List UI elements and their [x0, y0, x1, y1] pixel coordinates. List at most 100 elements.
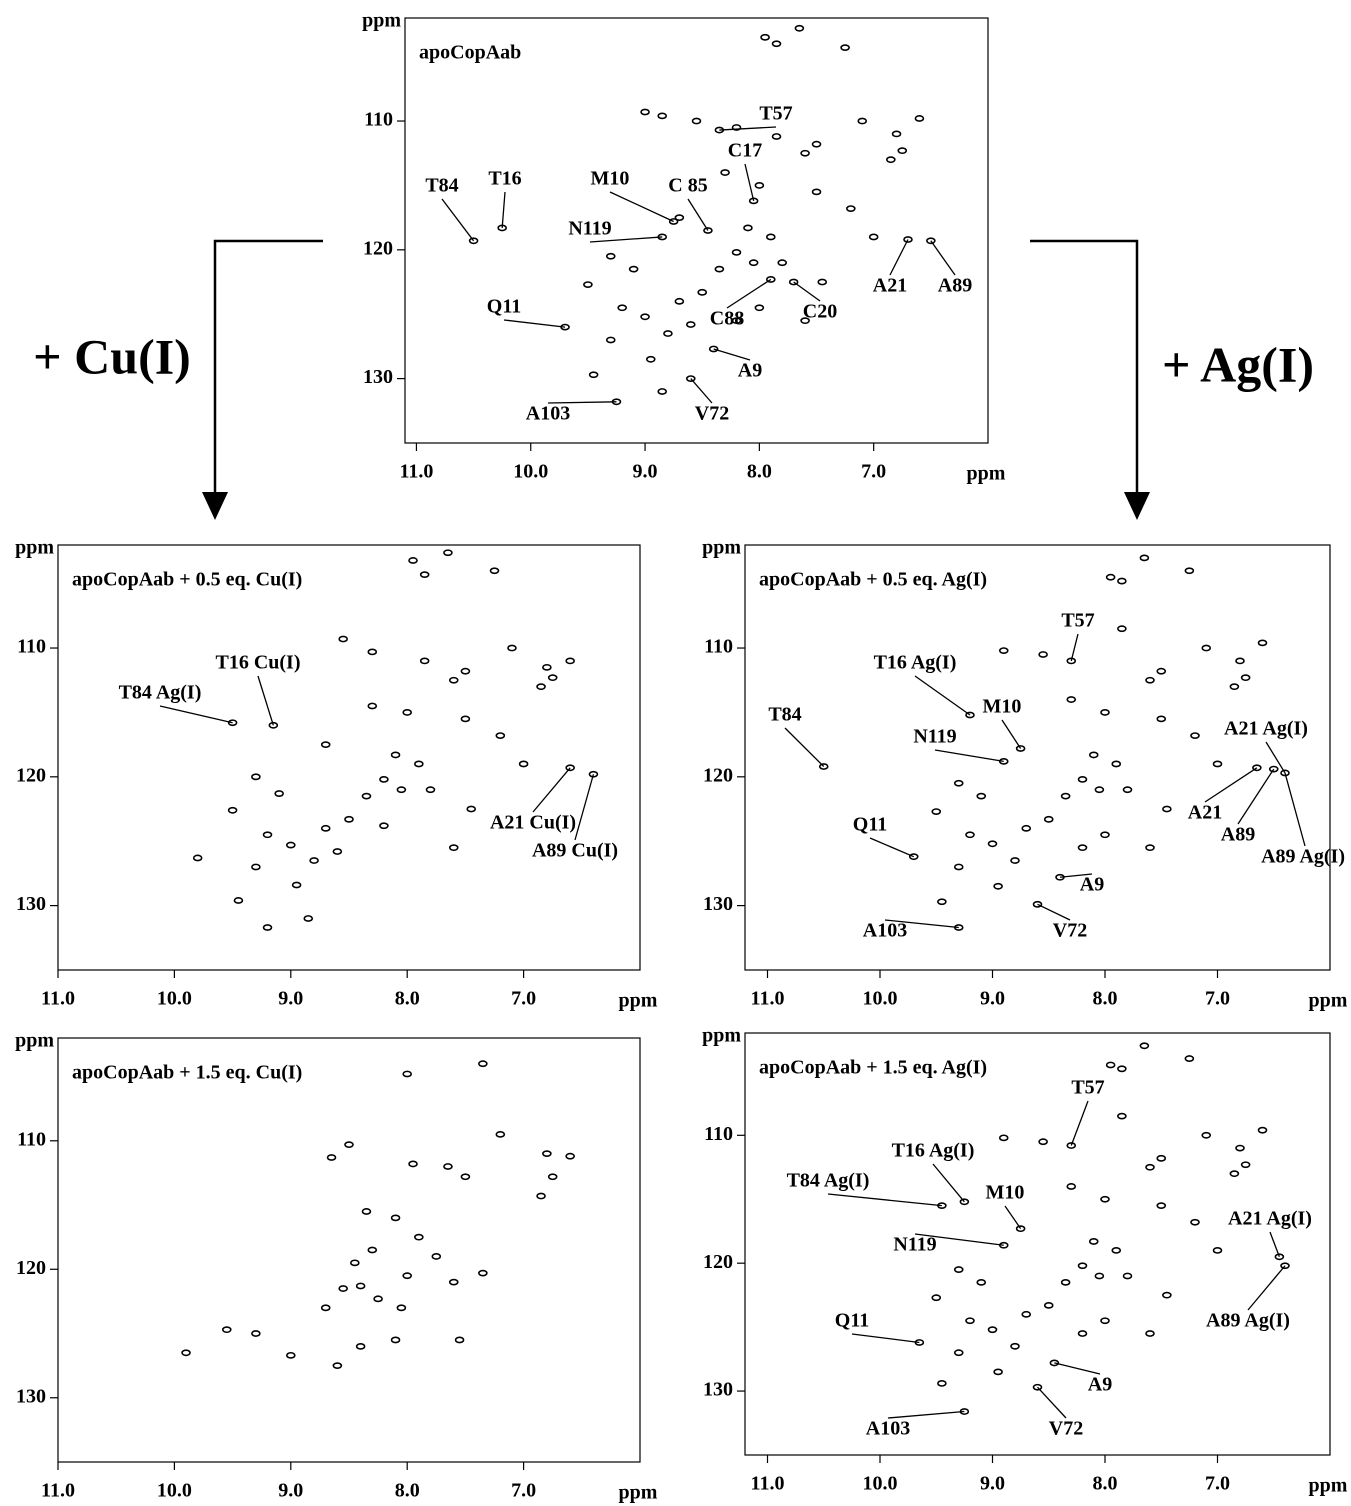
y-tick-label: 120	[703, 1251, 733, 1273]
peak	[1156, 1154, 1167, 1162]
peak	[1105, 573, 1116, 581]
peak-label: A89	[938, 275, 972, 297]
y-tick-label: 110	[17, 636, 46, 658]
leader-line	[690, 378, 713, 404]
leader-line	[1237, 768, 1275, 825]
leader-line	[889, 239, 909, 276]
peak	[1156, 667, 1167, 675]
peak	[817, 278, 828, 286]
peak	[953, 863, 964, 871]
peak	[1038, 1138, 1048, 1146]
y-tick-label: 110	[704, 1123, 733, 1145]
peak-label: M10	[983, 696, 1022, 718]
peak-label: T16 Ag(I)	[874, 652, 957, 674]
peak-label: C17	[728, 140, 762, 162]
leader-line	[884, 919, 959, 929]
peak	[1117, 1112, 1127, 1120]
x-tick-label: 9.0	[633, 461, 658, 483]
leader-line	[726, 278, 772, 309]
x-axis-label: ppm	[619, 1482, 658, 1504]
peak	[443, 1163, 453, 1170]
peak	[361, 1208, 372, 1215]
peak-label: A9	[738, 360, 762, 382]
peak	[897, 147, 908, 155]
peak	[1257, 1126, 1268, 1134]
peak	[1117, 625, 1127, 633]
peak	[390, 751, 401, 759]
leader-line	[532, 767, 571, 813]
peak	[332, 1362, 343, 1370]
peak	[536, 1192, 546, 1200]
peak	[262, 924, 273, 931]
peak	[891, 130, 902, 138]
peak	[285, 841, 296, 849]
peak	[344, 1141, 354, 1149]
peak	[840, 44, 850, 52]
peak	[448, 1278, 459, 1286]
leader-line	[1070, 633, 1079, 662]
y-axis-label: ppm	[702, 1025, 741, 1047]
peak	[645, 355, 656, 363]
peak	[402, 1272, 413, 1280]
peak	[367, 648, 378, 656]
x-tick-label: 8.0	[395, 1480, 420, 1502]
peak	[1240, 1161, 1251, 1169]
plot-frame	[57, 544, 641, 971]
peak	[414, 1233, 424, 1241]
y-tick-label: 130	[363, 366, 393, 388]
leader-line	[887, 1410, 965, 1419]
peak	[373, 1295, 383, 1303]
peak	[1077, 1330, 1088, 1337]
peak-label: A103	[863, 920, 907, 942]
peak-label: A103	[866, 1418, 910, 1440]
peak	[1117, 1065, 1127, 1073]
peak	[628, 265, 639, 273]
x-tick-label: 7.0	[511, 1480, 536, 1502]
x-axis-label: ppm	[619, 990, 658, 1012]
peak	[937, 1379, 947, 1387]
y-tick-label: 130	[703, 893, 733, 915]
peak	[251, 773, 261, 781]
peak	[460, 1173, 471, 1181]
leader-line	[744, 163, 755, 202]
peak-label: A21 Ag(I)	[1224, 718, 1308, 740]
peak	[1060, 1278, 1071, 1286]
peak	[320, 741, 331, 749]
peak-label: T84 Ag(I)	[787, 1170, 870, 1192]
peak	[466, 805, 477, 813]
peak	[1201, 1131, 1212, 1139]
peak	[800, 317, 810, 325]
leader-line	[589, 236, 663, 243]
peak	[489, 567, 500, 575]
peak	[448, 844, 459, 852]
peak-label: A21 Cu(I)	[490, 812, 576, 834]
peak	[937, 898, 947, 906]
peak	[657, 112, 668, 120]
arrow	[1030, 239, 1139, 492]
peak	[766, 233, 776, 241]
peak	[771, 133, 782, 140]
leader-line	[257, 675, 274, 726]
leader-line	[719, 126, 777, 131]
peak-label: A21 Ag(I)	[1228, 1208, 1312, 1230]
peak-label: A103	[526, 403, 570, 425]
peak	[338, 1285, 348, 1292]
peak	[748, 259, 759, 267]
peak	[811, 188, 822, 196]
peak	[1100, 1195, 1110, 1203]
peak	[1139, 554, 1150, 562]
peak	[1088, 751, 1099, 759]
peak	[903, 236, 913, 243]
peak	[402, 709, 413, 716]
leader-line	[574, 774, 595, 841]
peak	[320, 824, 331, 832]
panel-title: apoCopAab + 1.5 eq. Ag(I)	[759, 1057, 987, 1079]
peak	[1162, 805, 1172, 813]
peak	[233, 897, 244, 904]
peak	[685, 321, 696, 328]
panel-title: apoCopAab + 0.5 eq. Cu(I)	[72, 569, 302, 591]
peak	[794, 24, 805, 32]
peak	[926, 237, 936, 245]
peak	[320, 1304, 331, 1312]
peak	[1184, 567, 1195, 575]
